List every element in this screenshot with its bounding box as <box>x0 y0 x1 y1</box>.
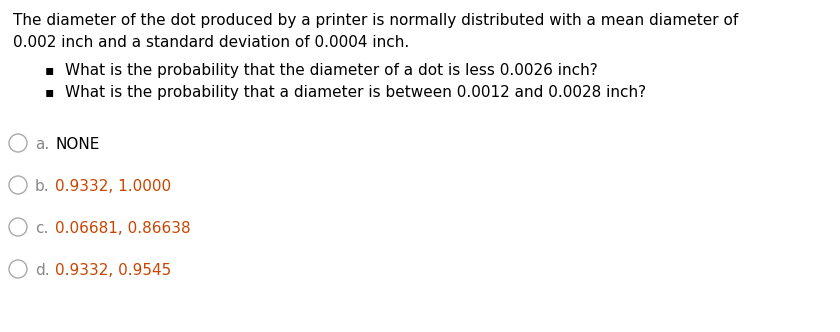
Text: a.: a. <box>35 137 50 152</box>
Text: 0.9332, 0.9545: 0.9332, 0.9545 <box>55 263 171 278</box>
Text: 0.9332, 1.0000: 0.9332, 1.0000 <box>55 179 171 194</box>
Text: ▪: ▪ <box>45 85 55 99</box>
Text: NONE: NONE <box>55 137 99 152</box>
Text: d.: d. <box>35 263 50 278</box>
Text: c.: c. <box>35 221 49 236</box>
Text: What is the probability that a diameter is between 0.0012 and 0.0028 inch?: What is the probability that a diameter … <box>65 85 646 100</box>
Text: b.: b. <box>35 179 50 194</box>
Text: The diameter of the dot produced by a printer is normally distributed with a mea: The diameter of the dot produced by a pr… <box>13 13 738 28</box>
Text: ▪: ▪ <box>45 63 55 77</box>
Text: 0.06681, 0.86638: 0.06681, 0.86638 <box>55 221 191 236</box>
Text: What is the probability that the diameter of a dot is less 0.0026 inch?: What is the probability that the diamete… <box>65 63 598 78</box>
Text: 0.002 inch and a standard deviation of 0.0004 inch.: 0.002 inch and a standard deviation of 0… <box>13 35 409 50</box>
